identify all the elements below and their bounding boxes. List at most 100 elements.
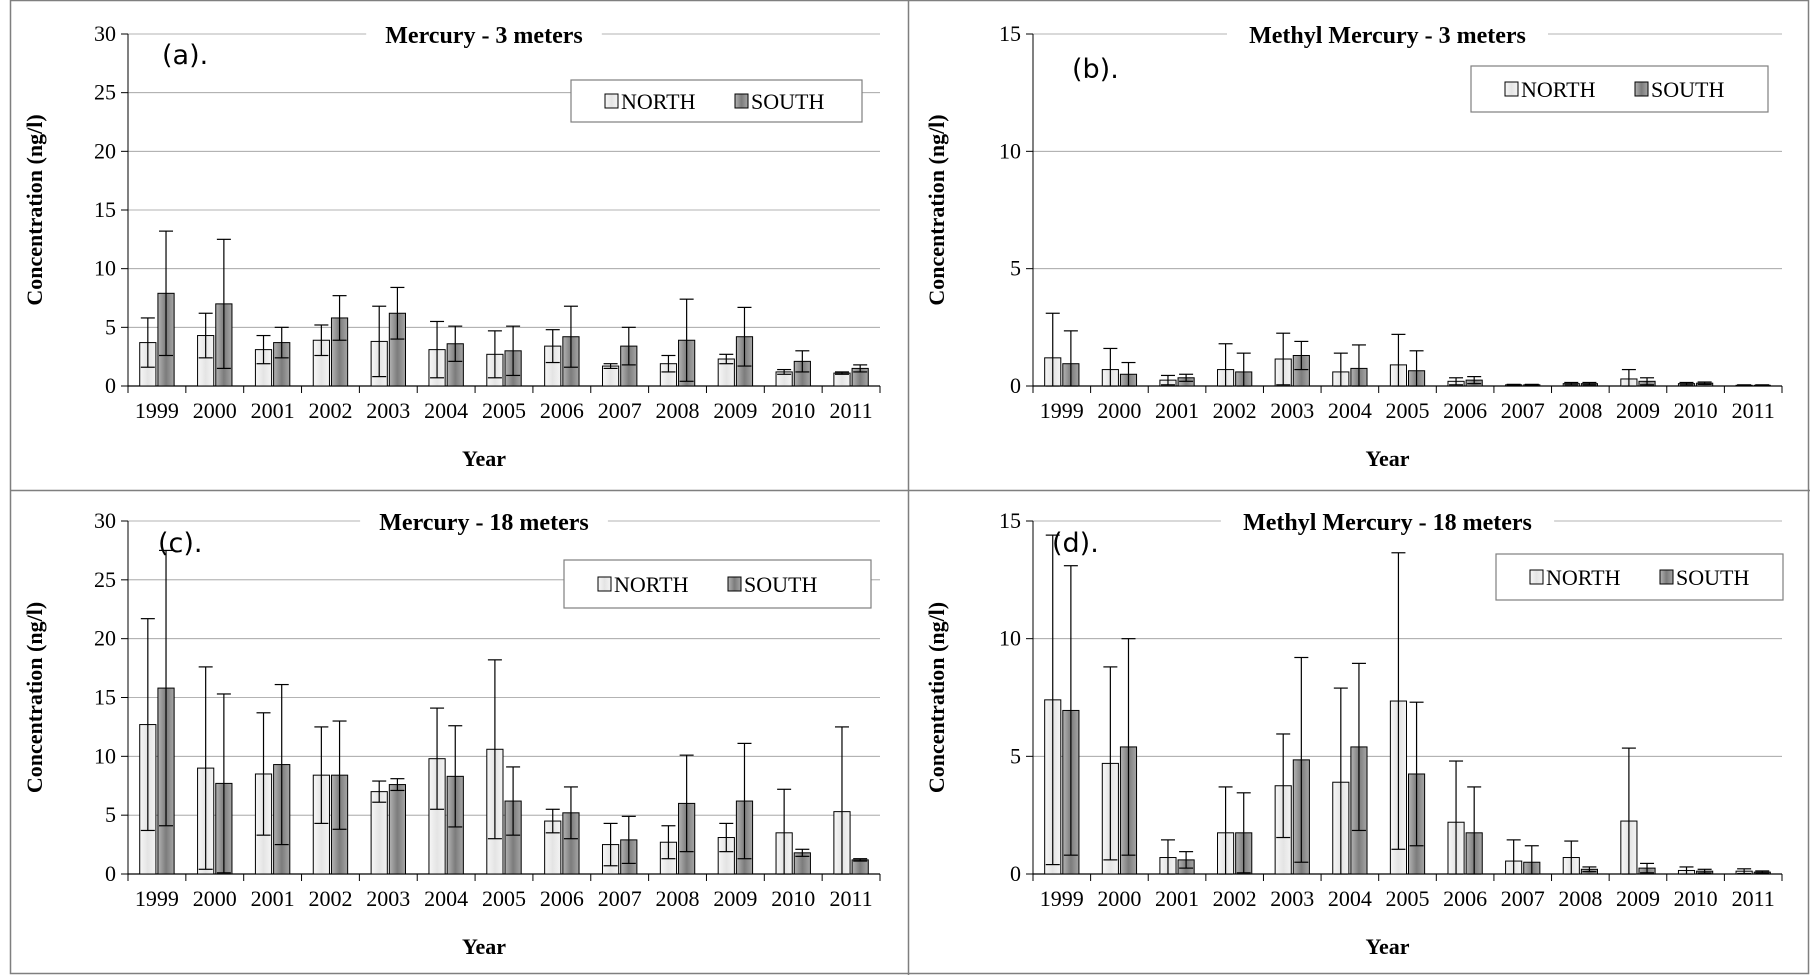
legend-box [1495,553,1784,601]
x-tick-label: 2003 [1270,886,1314,911]
x-tick-label: 2003 [366,398,410,423]
x-tick-label: 2001 [251,886,295,911]
chart-title-background [1220,507,1555,535]
y-tick-label: 5 [1010,256,1021,281]
panel-label: (a). [162,40,208,71]
x-tick-label: 2000 [1097,886,1141,911]
x-tick-label: 2006 [1443,886,1487,911]
x-tick-label: 2009 [713,398,757,423]
x-tick-label: 2001 [251,398,295,423]
chart-panel-b: 0 5 10 15 1999 2000 2001 2002 2003 2004 2005 2006 20… [924,20,1783,471]
x-tick-label: 2006 [540,398,584,423]
x-tick-label: 2003 [1270,398,1314,423]
chart-title-background [366,20,602,48]
legend-box [570,79,863,123]
legend-label-south: SOUTH [1676,565,1749,590]
x-tick-label: 2005 [1386,886,1430,911]
x-tick-label: 1999 [1040,886,1084,911]
y-tick-label: 0 [105,861,116,886]
x-tick-label: 2009 [1616,398,1660,423]
y-tick-label: 10 [94,256,116,281]
x-tick-label: 2008 [656,886,700,911]
chart-title: Mercury - 3 meters [385,23,582,49]
y-tick-label: 30 [94,21,116,46]
x-axis-label: Year [1366,446,1410,471]
x-tick-label: 2008 [656,398,700,423]
y-axis-label: Concentration (ng/l) [22,114,47,305]
y-tick-label: 0 [1010,861,1021,886]
chart-title: Mercury - 18 meters [379,510,588,536]
bar-north [833,372,851,387]
legend-label-north: NORTH [1546,565,1621,590]
y-tick-label: 0 [105,373,116,398]
x-tick-label: 2006 [1443,398,1487,423]
chart-title-background [1227,20,1548,48]
y-tick-label: 10 [94,743,116,768]
y-tick-label: 20 [94,138,116,163]
chart-panel-a: 0 5 10 15 20 25 30 1999 2000 2001 2002 2003 2004 2005… [22,20,881,471]
legend-swatch-north [604,93,619,109]
x-tick-label: 2010 [1674,398,1718,423]
x-tick-label: 2007 [1501,886,1545,911]
panel-label: (c). [158,528,203,559]
x-tick-label: 2004 [424,886,468,911]
x-axis-label: Year [1366,934,1410,959]
legend-label-south: SOUTH [1651,77,1724,102]
x-tick-label: 2002 [1213,886,1257,911]
panel-label: (d). [1052,528,1099,559]
legend-label-north: NORTH [621,89,696,114]
x-tick-label: 2009 [713,886,757,911]
legend-label-north: NORTH [614,572,689,597]
chart-title: Methyl Mercury - 3 meters [1249,23,1526,49]
legend-swatch-north [1504,81,1519,97]
y-axis-label: Concentration (ng/l) [924,114,949,305]
x-tick-label: 2011 [1732,398,1775,423]
legend-swatch-south [1634,81,1649,97]
y-tick-label: 15 [999,21,1021,46]
x-tick-label: 2000 [1097,398,1141,423]
x-tick-label: 2001 [1155,886,1199,911]
x-tick-label: 1999 [135,886,179,911]
chart-panel-d: 0 5 10 15 1999 2000 2001 2002 2003 2004 2005 2006 20… [924,507,1784,959]
x-tick-label: 2007 [598,886,642,911]
y-axis-label: Concentration (ng/l) [924,602,949,793]
chart-title-background [360,507,608,535]
y-axis-label: Concentration (ng/l) [22,602,47,793]
x-tick-label: 2000 [193,398,237,423]
x-tick-label: 2011 [1732,886,1775,911]
y-tick-label: 15 [94,685,116,710]
x-tick-label: 2011 [829,886,872,911]
y-tick-label: 10 [999,138,1021,163]
x-tick-label: 2000 [193,886,237,911]
bar-north [601,365,620,387]
x-tick-label: 2002 [1213,398,1257,423]
legend-label-north: NORTH [1521,77,1596,102]
x-tick-label: 2006 [540,886,584,911]
x-tick-label: 2009 [1616,886,1660,911]
bar-north [370,791,388,875]
legend-label-south: SOUTH [744,572,817,597]
x-tick-label: 2011 [829,398,872,423]
x-tick-label: 2001 [1155,398,1199,423]
y-tick-label: 10 [999,626,1021,651]
x-tick-label: 2002 [308,886,352,911]
y-tick-label: 30 [94,508,116,533]
legend-box [1470,65,1769,113]
x-tick-label: 2005 [482,398,526,423]
x-tick-label: 1999 [1040,398,1084,423]
bar-south [851,859,869,875]
y-tick-label: 15 [94,197,116,222]
legend-swatch-south [734,93,749,109]
y-tick-label: 25 [94,80,116,105]
legend-label-south: SOUTH [751,89,824,114]
x-tick-label: 2002 [308,398,352,423]
x-axis-label: Year [462,446,506,471]
x-tick-label: 2010 [1674,886,1718,911]
x-tick-label: 2005 [482,886,526,911]
x-tick-label: 2004 [1328,886,1372,911]
panel-label: (b). [1072,54,1119,85]
x-tick-label: 2005 [1386,398,1430,423]
legend-swatch-south [727,576,742,592]
x-tick-label: 2010 [771,886,815,911]
